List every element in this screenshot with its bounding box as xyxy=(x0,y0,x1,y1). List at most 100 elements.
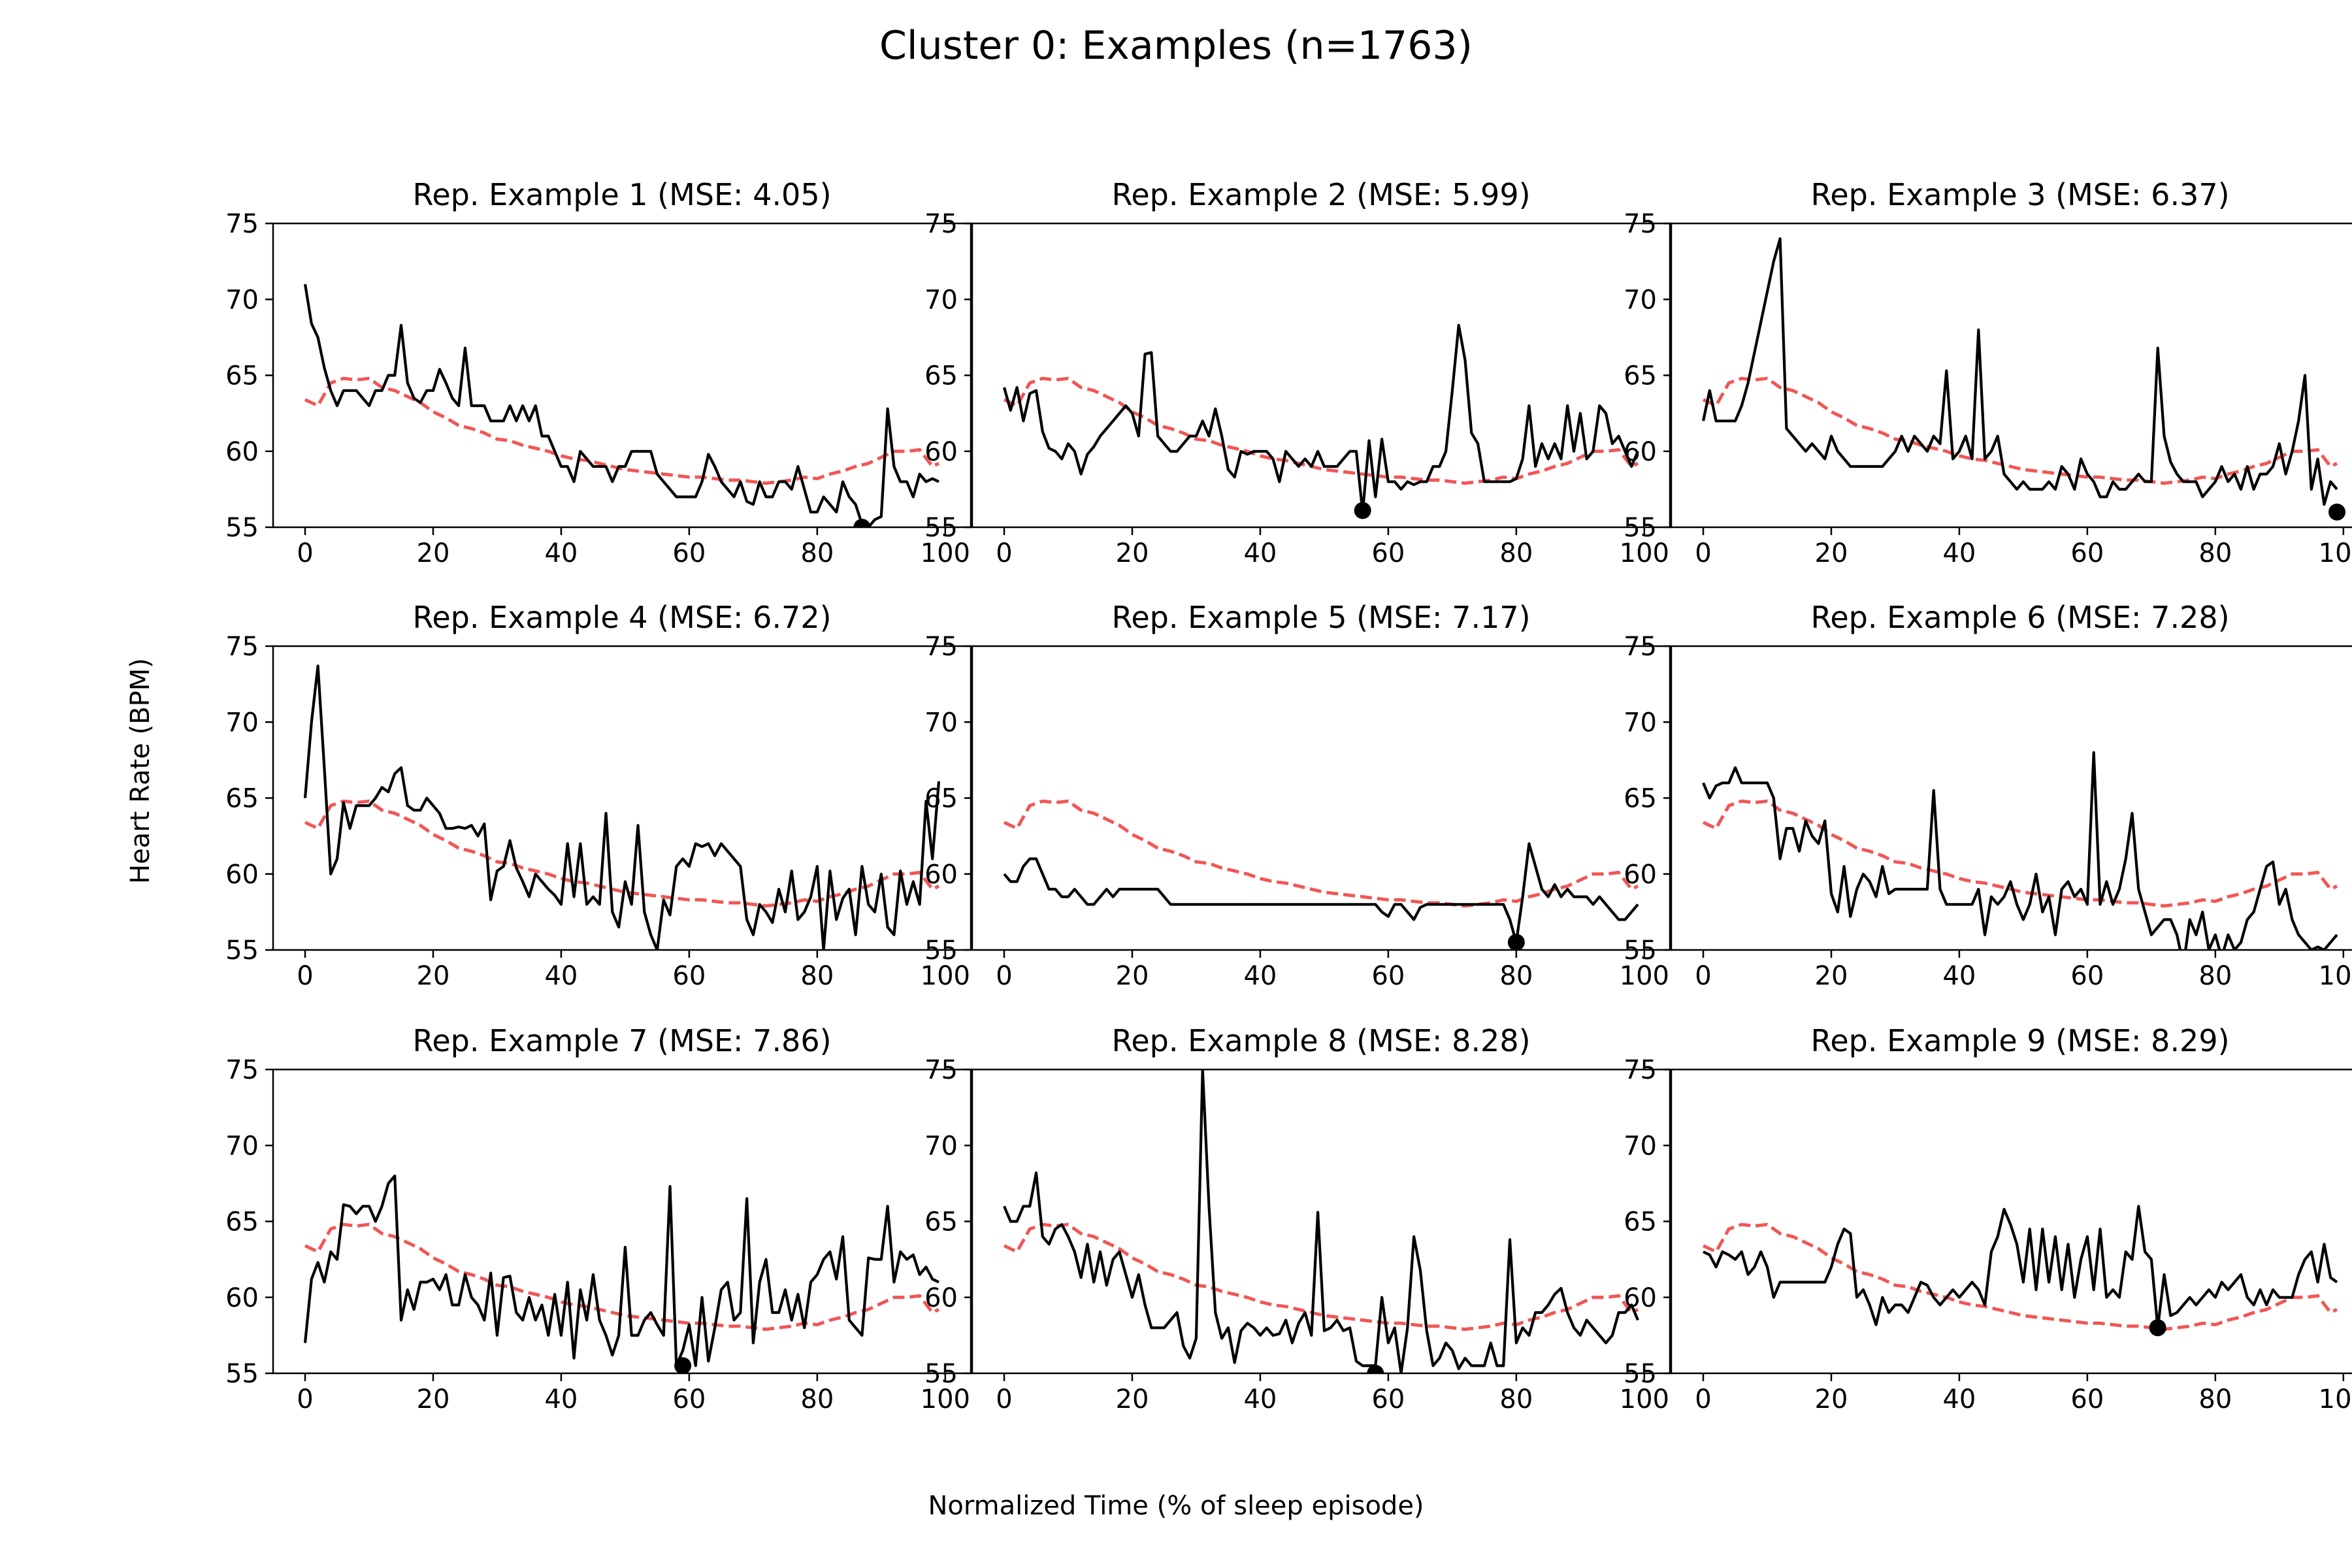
panel-3-marker xyxy=(2328,503,2346,521)
panel-3-centroid-line xyxy=(1702,376,2338,485)
panel-5-marker xyxy=(1507,934,1525,950)
panel-3-xtick-label: 60 xyxy=(2070,538,2104,568)
panel-6-ytick-label: 75 xyxy=(1624,632,1657,662)
panel-3-series-line xyxy=(1701,237,2338,506)
panel-4-ytick-label: 60 xyxy=(225,860,259,890)
panel-2-xtick-label: 60 xyxy=(1371,538,1405,568)
panel-6-ytick-label: 70 xyxy=(1624,708,1657,738)
panel-1-ytick-label: 55 xyxy=(225,513,259,543)
panel-3-ytick-label: 70 xyxy=(1624,285,1657,315)
panel-6-ytick-label: 55 xyxy=(1624,936,1657,966)
panels: Rep. Example 1 (MSE: 4.05)0 20 40 60 80 10055… xyxy=(225,177,2352,1414)
panel-4-ytick-label: 65 xyxy=(225,784,259,814)
panel-9-marker xyxy=(2149,1319,2166,1337)
panel-1-marker xyxy=(853,519,871,527)
panel-2-ytick-label: 65 xyxy=(924,361,958,391)
panel-2-ytick-label: 75 xyxy=(924,209,958,239)
panel-4-xtick-label: 0 xyxy=(297,961,313,991)
panel-2: Rep. Example 2 (MSE: 5.99)0 20 40 60 80 10055… xyxy=(924,177,1671,568)
panel-2-centroid-line xyxy=(1003,376,1639,485)
panel-4-xtick-label: 40 xyxy=(544,961,578,991)
figure-xlabel: Normalized Time (% of sleep episode) xyxy=(928,1491,1424,1521)
panel-2-xtick-label: 40 xyxy=(1243,538,1277,568)
panel-2-xtick-label: 0 xyxy=(996,538,1012,568)
panel-8-ytick-label: 60 xyxy=(924,1283,958,1313)
panel-9-xtick-label: 100 xyxy=(2319,1384,2352,1414)
panel-5-ytick-label: 60 xyxy=(924,860,958,890)
panel-7-ytick-label: 75 xyxy=(225,1055,259,1085)
panel-1-title: Rep. Example 1 (MSE: 4.05) xyxy=(412,177,831,212)
panel-8-xtick-label: 100 xyxy=(1620,1384,1669,1414)
panel-2-plot xyxy=(1002,323,1639,519)
panel-7-xtick-label: 0 xyxy=(297,1384,313,1414)
panel-8-xtick-label: 40 xyxy=(1243,1384,1277,1414)
panel-1-plot xyxy=(303,284,940,527)
panel-3-ytick-label: 55 xyxy=(1624,513,1657,543)
panel-5-xtick-label: 100 xyxy=(1620,961,1669,991)
panel-5-ytick-label: 75 xyxy=(924,632,958,662)
panel-6-ytick-label: 60 xyxy=(1624,860,1657,890)
panel-9-xtick-label: 80 xyxy=(2198,1384,2232,1414)
panel-8-xtick-label: 0 xyxy=(996,1384,1012,1414)
panel-6-plot xyxy=(1702,751,2338,950)
panel-7-xtick-label: 40 xyxy=(544,1384,578,1414)
panel-7-centroid-line xyxy=(304,1222,940,1331)
panel-5-centroid-line xyxy=(1003,799,1639,908)
panel-4-ytick-label: 55 xyxy=(225,936,259,966)
panel-4-ytick-label: 75 xyxy=(225,632,259,662)
panel-8-title: Rep. Example 8 (MSE: 8.28) xyxy=(1111,1023,1530,1058)
panel-9-ytick-label: 65 xyxy=(1624,1207,1657,1237)
panel-3-xtick-label: 80 xyxy=(2198,538,2232,568)
panel-7-ytick-label: 70 xyxy=(225,1131,259,1161)
panel-7-xtick-label: 80 xyxy=(800,1384,834,1414)
panel-3-ytick-label: 75 xyxy=(1624,209,1657,239)
panel-5-xtick-label: 0 xyxy=(996,961,1012,991)
panel-2-xtick-label: 20 xyxy=(1116,538,1149,568)
panel-6-xtick-label: 0 xyxy=(1695,961,1711,991)
panel-5-xtick-label: 20 xyxy=(1116,961,1149,991)
panel-1-xtick-label: 20 xyxy=(417,538,450,568)
panel-7-ytick-label: 60 xyxy=(225,1283,259,1313)
panel-7-series-line xyxy=(303,1174,939,1367)
panel-8-centroid-line xyxy=(1003,1222,1639,1331)
panel-1-xtick-label: 100 xyxy=(921,538,970,568)
panel-9-ytick-label: 55 xyxy=(1624,1359,1657,1389)
panel-8-ytick-label: 55 xyxy=(924,1359,958,1389)
panel-7-title: Rep. Example 7 (MSE: 7.86) xyxy=(412,1023,831,1058)
panel-1-series-line xyxy=(303,284,939,527)
panel-5-xtick-label: 60 xyxy=(1371,961,1405,991)
panel-9-plot xyxy=(1702,1205,2338,1337)
panel-9-ytick-label: 70 xyxy=(1624,1131,1657,1161)
panel-9-title: Rep. Example 9 (MSE: 8.29) xyxy=(1810,1023,2229,1058)
panel-2-ytick-label: 55 xyxy=(924,513,958,543)
panel-1-xtick-label: 80 xyxy=(800,538,834,568)
panel-6-xtick-label: 100 xyxy=(2319,961,2352,991)
panel-3-title: Rep. Example 3 (MSE: 6.37) xyxy=(1810,177,2229,212)
panel-4-xtick-label: 80 xyxy=(800,961,834,991)
panel-4-series-line xyxy=(303,664,941,950)
panel-8-plot xyxy=(1003,1070,1639,1373)
panel-2-ytick-label: 70 xyxy=(924,285,958,315)
panel-2-xtick-label: 100 xyxy=(1620,538,1669,568)
panel-8: Rep. Example 8 (MSE: 8.28)0 20 40 60 80 10055… xyxy=(924,1023,1671,1414)
panel-6-xtick-label: 80 xyxy=(2198,961,2232,991)
panel-3-xtick-label: 0 xyxy=(1695,538,1711,568)
panel-9: Rep. Example 9 (MSE: 8.29) 0 20 40 60 80 100 55… xyxy=(1624,1023,2352,1414)
panel-5-ytick-label: 70 xyxy=(924,708,958,738)
panel-3-xtick-label: 100 xyxy=(2319,538,2352,568)
panel-6-ytick-label: 65 xyxy=(1624,784,1657,814)
panel-2-xtick-label: 80 xyxy=(1499,538,1533,568)
panel-5-xtick-label: 40 xyxy=(1243,961,1277,991)
panel-9-centroid-line xyxy=(1702,1222,2338,1331)
panel-8-marker xyxy=(1367,1365,1384,1373)
panel-6-series-line xyxy=(1702,751,2338,950)
panel-2-marker xyxy=(1354,502,1371,519)
panel-2-series-line xyxy=(1002,323,1639,514)
panel-4-ytick-label: 70 xyxy=(225,708,259,738)
panel-7-ytick-label: 55 xyxy=(225,1359,259,1389)
panel-9-ytick-label: 75 xyxy=(1624,1055,1657,1085)
panel-4: Rep. Example 4 (MSE: 6.72)0 20 40 60 80 10055… xyxy=(225,600,972,991)
panel-3-ytick-label: 65 xyxy=(1624,361,1657,391)
panel-4-title: Rep. Example 4 (MSE: 6.72) xyxy=(412,600,831,635)
